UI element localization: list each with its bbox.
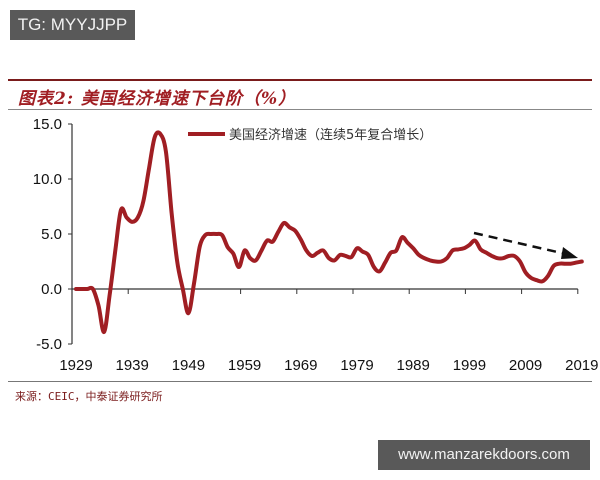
x-tick-label: 1989: [397, 357, 430, 374]
y-axis: 15.0 10.0 5.0 0.0 -5.0: [33, 116, 73, 353]
legend-label: 美国经济增速（连续5年复合增长）: [229, 127, 432, 143]
x-tick-label: 1999: [453, 357, 486, 374]
y-tick-label: 15.0: [33, 116, 62, 133]
figure-title: 图表2: 美国经济增速下台阶（%）: [18, 89, 297, 109]
x-tick-label: 1969: [284, 357, 317, 374]
arrow-head-icon: [561, 247, 578, 259]
x-tick-label: 1979: [340, 357, 373, 374]
x-tick-label: 2019: [565, 357, 598, 374]
figure-bottom-rule: [8, 381, 592, 382]
x-tick-label: 2009: [509, 357, 542, 374]
trend-arrow: [473, 231, 578, 259]
watermark-url: www.manzarekdoors.com: [378, 440, 590, 470]
x-tick-label: 1959: [228, 357, 261, 374]
y-tick-label: 0.0: [41, 281, 62, 298]
y-tick-label: -5.0: [36, 336, 62, 353]
trend-arrow-dashed-line: [473, 231, 567, 256]
y-tick-label: 10.0: [33, 171, 62, 188]
figure-title-rule: [8, 109, 592, 110]
x-axis: 1929 1939 1949 1959 1969 1979 1989 1999 2009 2019: [59, 288, 598, 374]
watermark-tg: TG: MYYJJPP: [10, 10, 135, 40]
x-tick-label: 1929: [59, 357, 92, 374]
figure-source: 来源：CEIC，中泰证券研究所: [15, 390, 163, 403]
y-tick-label: 5.0: [41, 226, 62, 243]
legend: 美国经济增速（连续5年复合增长）: [188, 127, 432, 143]
x-tick-label: 1939: [116, 357, 149, 374]
figure-top-rule: [8, 79, 592, 81]
series-line-us-growth: [74, 130, 584, 334]
x-tick-label: 1949: [172, 357, 205, 374]
